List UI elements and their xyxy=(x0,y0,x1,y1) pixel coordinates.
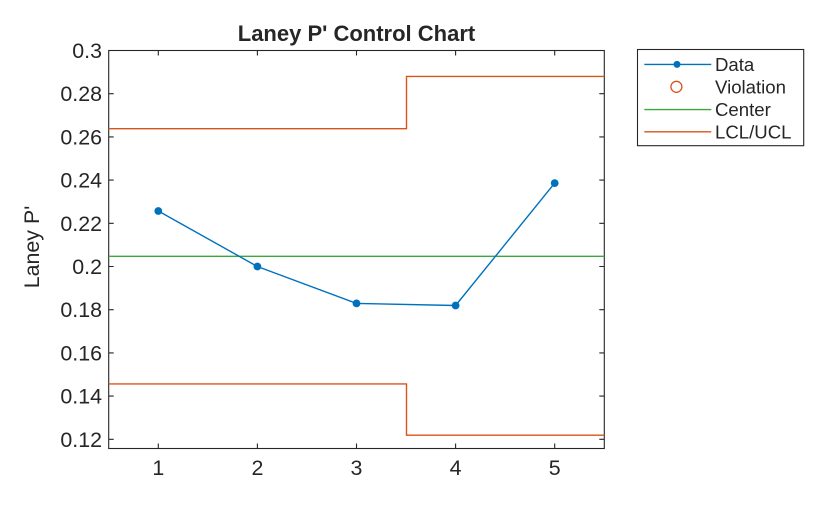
svg-text:0.28: 0.28 xyxy=(60,82,102,106)
svg-text:2: 2 xyxy=(251,456,263,480)
svg-text:Laney P': Laney P' xyxy=(20,206,44,289)
svg-text:Data: Data xyxy=(715,54,755,75)
svg-text:0.14: 0.14 xyxy=(60,385,102,409)
svg-text:0.26: 0.26 xyxy=(60,125,102,149)
svg-text:4: 4 xyxy=(450,456,462,480)
svg-text:0.16: 0.16 xyxy=(60,341,102,365)
svg-text:1: 1 xyxy=(152,456,164,480)
svg-text:0.18: 0.18 xyxy=(60,298,102,322)
svg-text:0.22: 0.22 xyxy=(60,212,102,236)
svg-text:0.24: 0.24 xyxy=(60,169,102,193)
svg-text:5: 5 xyxy=(549,456,561,480)
svg-text:0.2: 0.2 xyxy=(72,255,102,279)
svg-text:Center: Center xyxy=(715,99,771,120)
svg-text:0.12: 0.12 xyxy=(60,428,102,452)
svg-text:LCL/UCL: LCL/UCL xyxy=(715,121,791,142)
svg-text:Laney P' Control Chart: Laney P' Control Chart xyxy=(238,21,476,46)
svg-text:0.3: 0.3 xyxy=(72,39,102,63)
svg-text:3: 3 xyxy=(351,456,363,480)
svg-text:Violation: Violation xyxy=(715,76,786,97)
